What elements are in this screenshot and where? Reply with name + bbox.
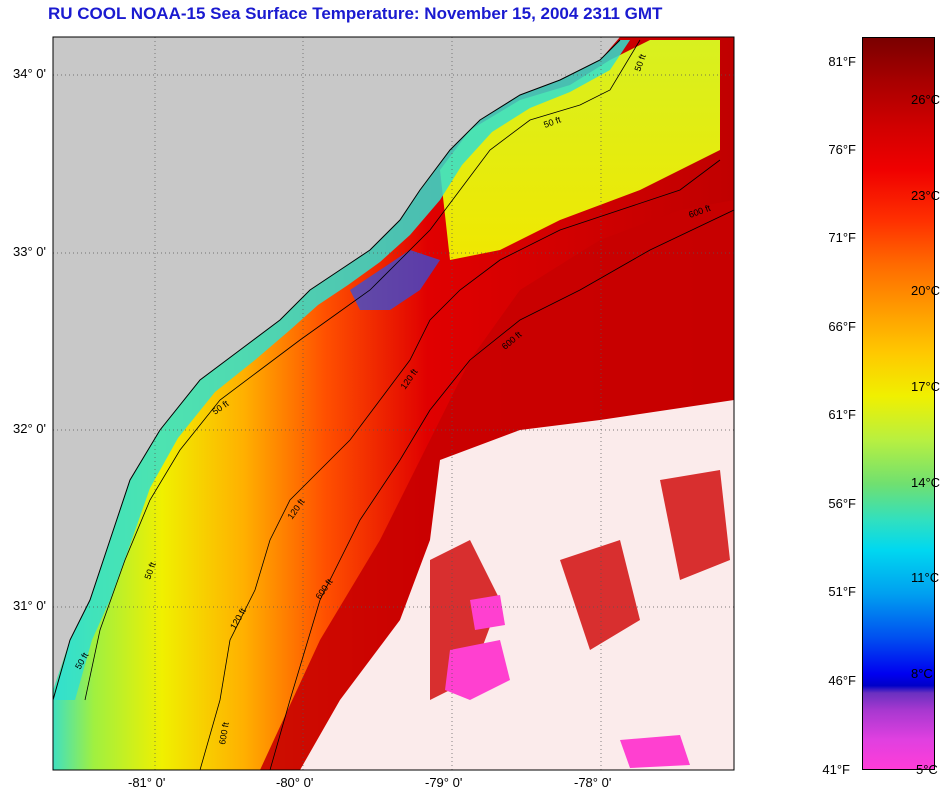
contour-120ft xyxy=(199,159,721,770)
colorbar-f-label: 56°F xyxy=(828,496,856,511)
colorbar-f-label: 76°F xyxy=(828,142,856,157)
colorbar-f-label: 71°F xyxy=(828,230,856,245)
contour-label: 600 ft xyxy=(217,721,231,745)
lat-tick-label: 32° 0' xyxy=(13,421,46,436)
cool-pocket xyxy=(350,250,440,310)
colorbar-f-label: 46°F xyxy=(828,673,856,688)
colorbar-c-label: 11°C xyxy=(911,570,940,585)
colorbar-c-label: 23°C xyxy=(911,188,941,203)
map-title: RU COOL NOAA-15 Sea Surface Temperature:… xyxy=(48,4,663,23)
lon-tick-label: -81° 0' xyxy=(128,775,166,790)
contour-600ft xyxy=(269,209,734,770)
colorbar-c-label: 8°C xyxy=(911,666,933,681)
colorbar-c-label: 20°C xyxy=(911,283,941,298)
colorbar-c-label: 17°C xyxy=(911,379,941,394)
colorbar-c-label: 26°C xyxy=(911,92,941,107)
cloud-mask xyxy=(300,400,734,770)
lat-tick-label: 31° 0' xyxy=(13,598,46,613)
colorbar-c-label: 14°C xyxy=(911,475,941,490)
lon-tick-label: -78° 0' xyxy=(574,775,612,790)
lat-tick-label: 34° 0' xyxy=(13,66,46,81)
map-frame xyxy=(52,36,735,771)
colorbar-f-label: 41°F xyxy=(822,762,850,777)
coastline xyxy=(53,39,621,701)
graticule xyxy=(53,37,734,770)
lat-tick-label: 33° 0' xyxy=(13,244,46,259)
lon-tick-label: -80° 0' xyxy=(276,775,314,790)
colorbar-f-label: 81°F xyxy=(828,54,856,69)
cold-patches xyxy=(445,595,690,768)
colorbar-c-label: 5°C xyxy=(916,762,938,777)
colorbar-f-label: 66°F xyxy=(828,319,856,334)
colorbar-f-label: 51°F xyxy=(828,584,856,599)
north-shelf-water xyxy=(440,40,720,260)
cloud-mask-speckle xyxy=(430,470,730,700)
contour-50ft xyxy=(84,39,641,701)
map-plot-area xyxy=(53,37,734,770)
temperature-colorbar xyxy=(862,37,935,770)
colorbar-f-label: 61°F xyxy=(828,407,856,422)
lon-tick-label: -79° 0' xyxy=(425,775,463,790)
